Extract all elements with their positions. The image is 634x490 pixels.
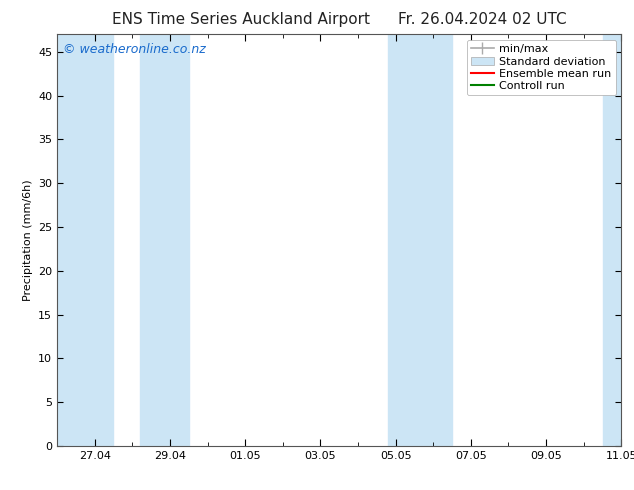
Y-axis label: Precipitation (mm/6h): Precipitation (mm/6h) bbox=[23, 179, 32, 301]
Text: ENS Time Series Auckland Airport: ENS Time Series Auckland Airport bbox=[112, 12, 370, 27]
Bar bbox=[388, 34, 452, 446]
Text: © weatheronline.co.nz: © weatheronline.co.nz bbox=[63, 43, 205, 55]
Bar bbox=[602, 34, 621, 446]
Legend: min/max, Standard deviation, Ensemble mean run, Controll run: min/max, Standard deviation, Ensemble me… bbox=[467, 40, 616, 96]
Bar bbox=[140, 34, 189, 446]
Bar bbox=[57, 34, 113, 446]
Text: Fr. 26.04.2024 02 UTC: Fr. 26.04.2024 02 UTC bbox=[398, 12, 566, 27]
